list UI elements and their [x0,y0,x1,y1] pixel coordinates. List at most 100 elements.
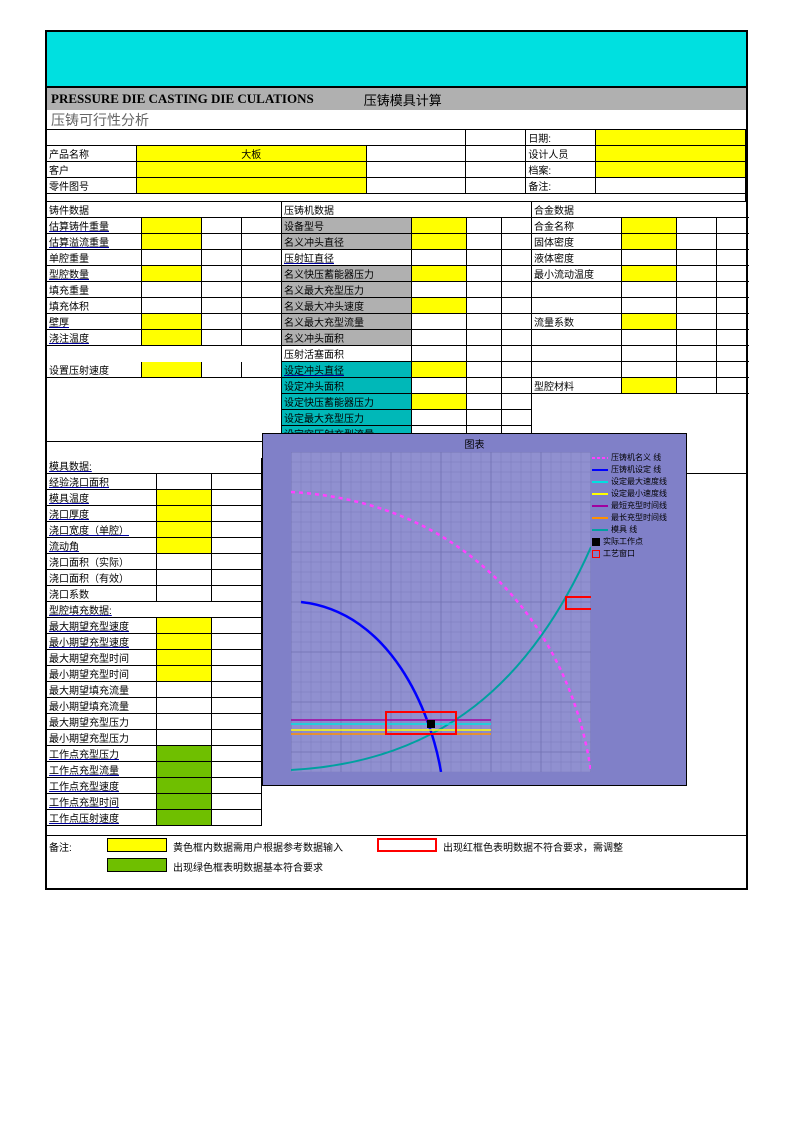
colB-val[interactable] [412,314,467,330]
colA-val[interactable] [142,266,202,282]
fill-val[interactable] [157,650,212,666]
fill-val[interactable] [157,618,212,634]
colC-val[interactable] [622,362,677,378]
legend-line [592,505,608,507]
fill-val[interactable] [157,762,212,778]
colB-val[interactable] [412,282,467,298]
colC-val[interactable] [622,298,677,314]
colC-val[interactable] [622,218,677,234]
val-customer[interactable] [137,162,367,178]
colC-val[interactable] [622,314,677,330]
colB-label: 名义最大充型压力 [282,282,412,298]
colC-val[interactable] [622,282,677,298]
colC-hdr: 合金数据 [532,202,749,218]
colA-val[interactable] [142,218,202,234]
mold-val[interactable] [157,522,212,538]
legend-item: 工艺窗口 [592,548,682,559]
colB-hdr: 压铸机数据 [282,202,532,218]
colB-label: 压射缸直径 [282,250,412,266]
colB-label: 名义最大冲头速度 [282,298,412,314]
fill-val[interactable] [157,746,212,762]
colB-val[interactable] [412,266,467,282]
legend-line [592,529,608,531]
mold-val[interactable] [157,586,212,602]
colA-val[interactable] [142,330,202,346]
colC-val[interactable] [622,250,677,266]
val-product[interactable]: 大板 [137,146,367,162]
legend-item: 设定最小速度线 [592,488,682,499]
note-green: 出现绿色框表明数据基本符合要求 [167,856,467,876]
val-designer[interactable] [596,146,746,162]
mold-val[interactable] [157,554,212,570]
mold-val[interactable] [157,538,212,554]
val-note[interactable] [596,178,746,194]
mold-label: 浇口系数 [47,586,157,602]
colC-label: 流量系数 [532,314,622,330]
colB-label: 设定快压蓄能器压力 [282,394,412,410]
colB-val[interactable] [412,394,467,410]
colB-val[interactable] [412,250,467,266]
fill-val[interactable] [157,698,212,714]
fill-val[interactable] [157,730,212,746]
fill-val[interactable] [157,682,212,698]
swatch-yellow [107,838,167,852]
note-red: 出现红框色表明数据不符合要求，需调整 [437,836,697,856]
data-columns: 铸件数据 估算铸件重量估算溢流重量单腔重量型腔数量填充重量填充体积壁厚浇注温度 … [47,202,746,458]
subtitle: 压铸可行性分析 [45,110,748,130]
val-date[interactable] [596,130,746,146]
fill-val[interactable] [157,810,212,826]
colC-val[interactable] [622,266,677,282]
colB-val[interactable] [412,362,467,378]
colA-label: 单腔重量 [47,250,142,266]
val-partno[interactable] [137,178,367,194]
val-proj[interactable] [596,162,746,178]
colB-val[interactable] [412,234,467,250]
colB-val[interactable] [412,330,467,346]
colB-val[interactable] [412,378,467,394]
fill-val[interactable] [157,666,212,682]
colA-label: 型腔数量 [47,266,142,282]
mold-hdr: 模具数据: [47,458,262,474]
colA-label: 填充体积 [47,298,142,314]
fill-label: 最小期望充型速度 [47,634,157,650]
colA-val[interactable] [142,282,202,298]
fill-label: 最大期望充型时间 [47,650,157,666]
colB-val[interactable] [412,298,467,314]
title-cn: 压铸模具计算 [364,90,442,109]
lbl-customer: 客户 [47,162,137,178]
mold-val[interactable] [157,474,212,490]
legend-item: 模具 线 [592,524,682,535]
legend-line [592,457,608,459]
mold-val[interactable] [157,570,212,586]
colC-label: 合金名称 [532,218,622,234]
colA-val[interactable] [142,234,202,250]
colA-val[interactable] [142,298,202,314]
colB-val[interactable] [412,410,467,426]
colA-val[interactable] [142,250,202,266]
mold-val[interactable] [157,490,212,506]
colC-val[interactable] [622,234,677,250]
colC-val[interactable] [622,378,677,394]
colA-val[interactable] [142,314,202,330]
mold-val[interactable] [157,506,212,522]
colC-val[interactable] [622,346,677,362]
fill-label: 工作点压射速度 [47,810,157,826]
colB-val[interactable] [412,346,467,362]
col-alloy: 合金数据 合金名称固体密度液体密度最小流动温度流量系数型腔材料 [532,202,749,458]
colB-val[interactable] [412,218,467,234]
colC-val[interactable] [622,330,677,346]
lbl-proj: 档案: [526,162,596,178]
fill-val[interactable] [157,794,212,810]
colC-label [532,362,622,378]
fill-val[interactable] [157,778,212,794]
legend-text: 压铸机设定 线 [611,464,661,475]
colB-label: 设定冲头面积 [282,378,412,394]
legend-text: 设定最小速度线 [611,488,667,499]
fill-val[interactable] [157,714,212,730]
legend-line [592,469,608,471]
legend-line [592,493,608,495]
fill-val[interactable] [157,634,212,650]
swatch-green [107,858,167,872]
lbl-partno: 零件图号 [47,178,137,194]
title-row: PRESSURE DIE CASTING DIE CULATIONS 压铸模具计… [45,88,748,110]
